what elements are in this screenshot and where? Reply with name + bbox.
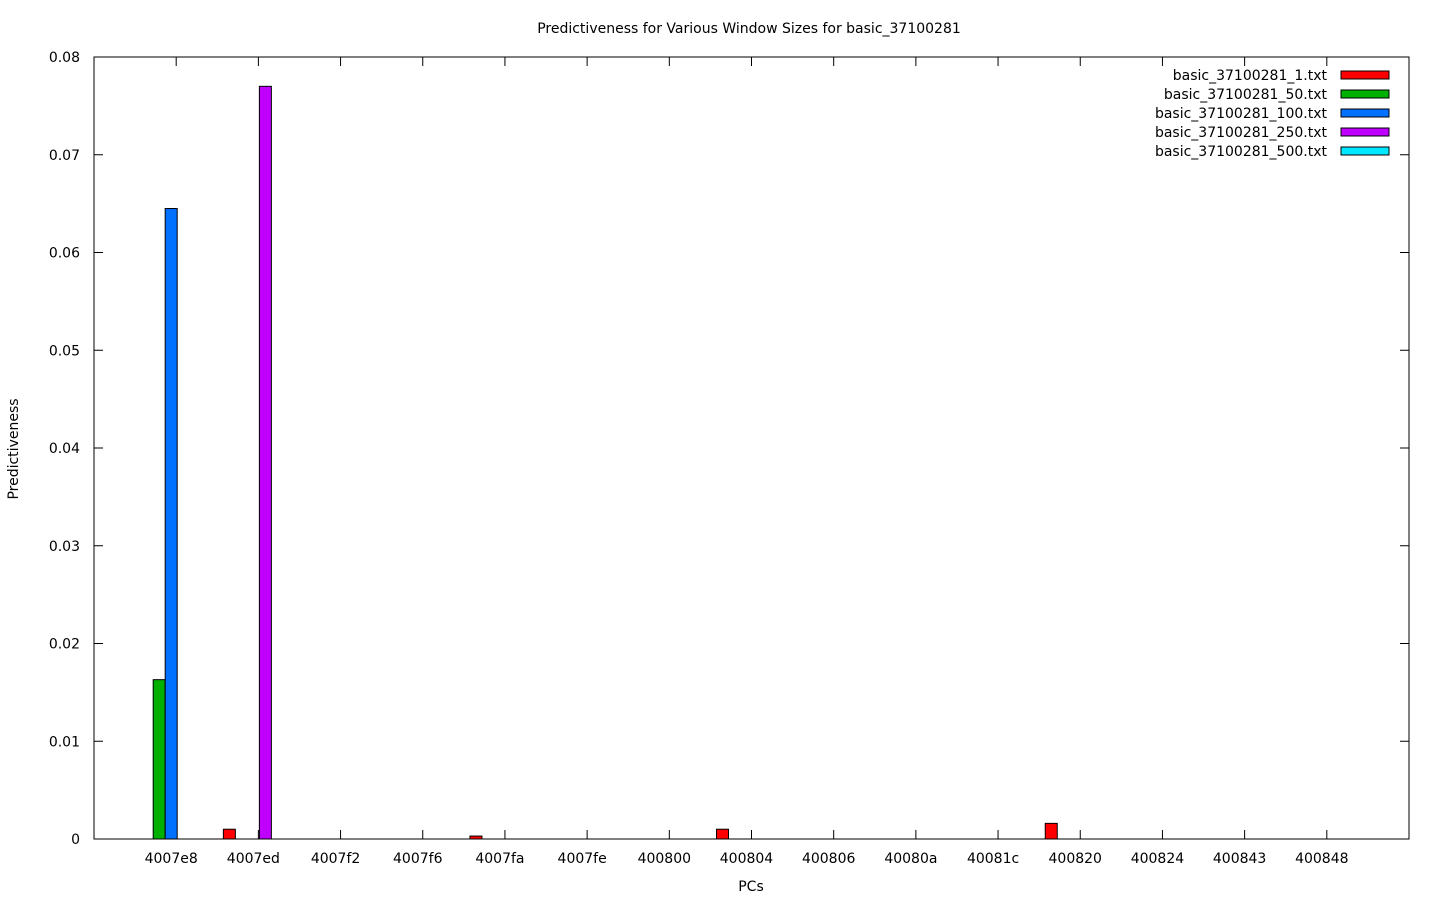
x-tick-label: 400820 [1049,851,1102,867]
x-tick-label: 4007fe [558,851,607,867]
x-tick-label: 40081c [967,851,1019,867]
x-tick-label: 400843 [1213,851,1266,867]
x-tick-label: 400848 [1295,851,1348,867]
x-tick-label: 4007fa [475,851,524,867]
bar [716,828,729,840]
x-tick-label: 4007f2 [311,851,360,867]
bar [164,208,178,840]
bar [469,835,483,840]
legend-label: basic_37100281_50.txt [1164,87,1328,103]
bar [152,679,166,840]
legend-label: basic_37100281_500.txt [1155,144,1328,160]
legend-swatch [1340,89,1390,99]
y-tick-label: 0.02 [49,637,80,653]
x-tick-label: 400800 [638,851,691,867]
legend-swatch [1340,127,1390,137]
x-tick-label: 4007e8 [145,851,198,867]
legend-swatch [1340,108,1390,118]
y-tick-label: 0.08 [49,50,80,66]
x-axis: 4007e8 4007ed 4007f2 4007f6 4007fa 4007fe 4008… [145,57,1349,867]
y-axis-label: Predictiveness [6,398,22,499]
x-tick-label: 400804 [720,851,774,867]
bar [222,828,236,840]
x-axis-label: PCs [738,879,764,895]
plot-area [93,56,1410,840]
bar [1044,822,1058,840]
legend-swatch [1340,146,1390,156]
legend-label: basic_37100281_250.txt [1155,125,1328,141]
x-tick-label: 400824 [1131,851,1185,867]
y-tick-label: 0.04 [49,441,80,457]
x-tick-label: 4007ed [227,851,280,867]
y-tick-label: 0.05 [49,343,80,359]
legend-label: basic_37100281_1.txt [1173,68,1328,84]
x-tick-label: 40080a [884,851,937,867]
y-tick-label: 0.03 [49,539,80,555]
y-axis: 0 0.01 0.02 0.03 0.04 0.05 0.06 0.07 0.08 [49,50,1409,848]
y-tick-label: 0.01 [49,734,80,750]
y-tick-label: 0 [71,832,80,848]
y-tick-label: 0.06 [49,246,80,262]
legend: basic_37100281_1.txt basic_37100281_50.tx… [1155,68,1390,160]
legend-label: basic_37100281_100.txt [1155,106,1328,122]
chart-title: Predictiveness for Various Window Sizes … [537,21,961,37]
y-tick-label: 0.07 [49,148,80,164]
x-tick-label: 400806 [802,851,856,867]
bars [152,85,1058,840]
bar [258,85,272,840]
x-tick-label: 4007f6 [393,851,443,867]
legend-swatch [1340,70,1390,80]
